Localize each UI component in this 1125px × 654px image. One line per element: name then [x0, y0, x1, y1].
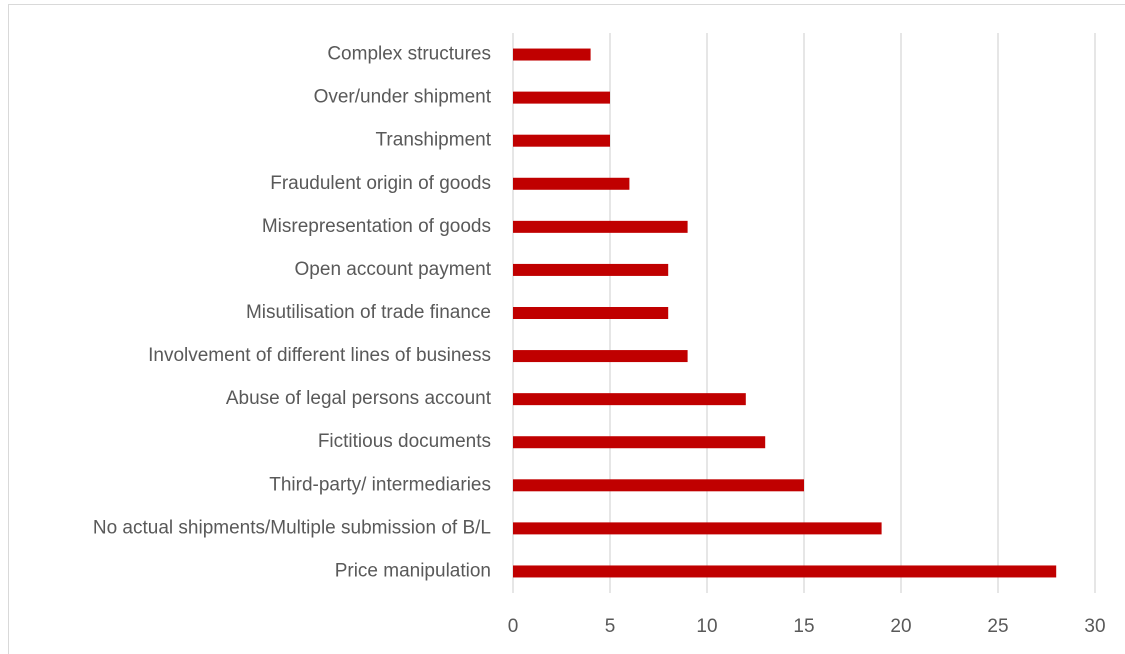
y-tick-label: Fictitious documents — [318, 431, 491, 452]
y-tick-label: Over/under shipment — [314, 87, 492, 108]
x-tick-label: 15 — [793, 616, 814, 637]
x-tick-label: 5 — [605, 616, 616, 637]
bar — [513, 91, 610, 104]
bar — [513, 350, 688, 363]
y-tick-label: Open account payment — [295, 259, 492, 280]
bar — [513, 177, 630, 190]
y-tick-label: Misutilisation of trade finance — [246, 302, 491, 323]
y-tick-label: Price manipulation — [335, 560, 491, 581]
bar — [513, 134, 610, 147]
x-tick-label: 20 — [890, 616, 911, 637]
x-tick-label: 25 — [987, 616, 1008, 637]
bar — [513, 522, 882, 535]
y-tick-label: Fraudulent origin of goods — [270, 173, 491, 194]
x-tick-label: 30 — [1084, 616, 1105, 637]
y-tick-label: No actual shipments/Multiple submission … — [93, 517, 491, 538]
y-tick-label: Third-party/ intermediaries — [269, 474, 491, 495]
bar — [513, 479, 804, 492]
y-tick-label: Complex structures — [327, 44, 491, 65]
y-tick-label: Abuse of legal persons account — [226, 388, 492, 409]
bar — [513, 565, 1057, 578]
bar — [513, 436, 766, 449]
y-tick-label: Misrepresentation of goods — [262, 216, 491, 237]
bar — [513, 263, 669, 276]
bar — [513, 393, 746, 406]
bar — [513, 48, 591, 61]
chart-frame — [8, 4, 1125, 654]
bar — [513, 307, 669, 319]
y-tick-label: Involvement of different lines of busine… — [148, 345, 491, 366]
bar — [513, 220, 688, 233]
x-tick-label: 10 — [696, 616, 717, 637]
y-tick-label: Transhipment — [376, 130, 492, 151]
x-tick-label: 0 — [508, 616, 519, 637]
